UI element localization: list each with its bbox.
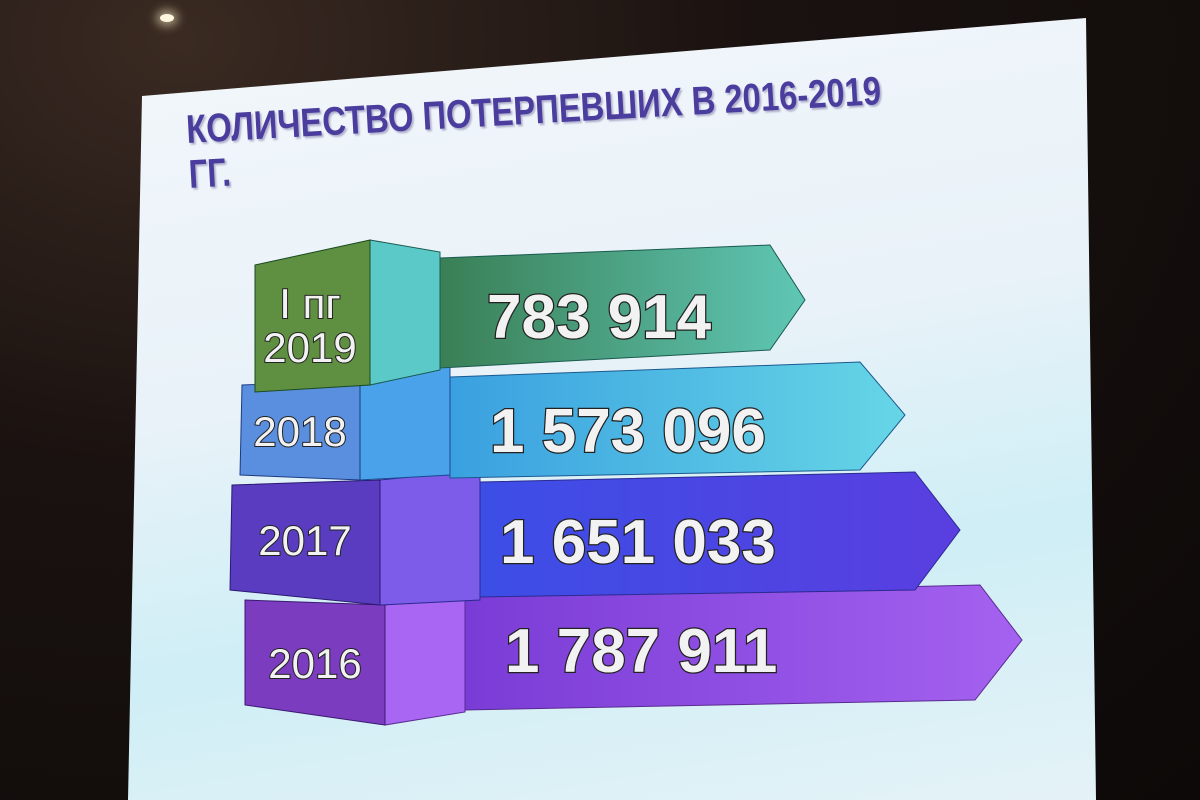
- box-front-2017: [229, 479, 381, 606]
- box-front-2019: [254, 239, 371, 393]
- value-2017: 1 651 033: [500, 508, 776, 577]
- box-side-2019: [369, 239, 441, 386]
- row-2018: 2018 1 573 096: [239, 354, 906, 481]
- row-2017: 2017 1 651 033: [229, 469, 961, 606]
- period-label-2019: I пг: [279, 280, 340, 327]
- box-front-2016: [244, 599, 386, 726]
- value-2019: 783 914: [487, 283, 712, 352]
- ceiling-light: [160, 14, 174, 22]
- value-2016: 1 787 911: [505, 617, 777, 686]
- year-2018: 2018: [253, 408, 346, 455]
- year-2019: 2019: [263, 324, 356, 371]
- box-side-2016: [384, 594, 466, 726]
- value-2018: 1 573 096: [490, 397, 766, 466]
- row-2019: I пг 2019 783 914: [254, 239, 806, 393]
- box-side-2017: [379, 469, 481, 606]
- year-2017: 2017: [258, 517, 351, 564]
- row-2016: 2016 1 787 911: [244, 584, 1023, 726]
- year-2016: 2016: [268, 640, 361, 687]
